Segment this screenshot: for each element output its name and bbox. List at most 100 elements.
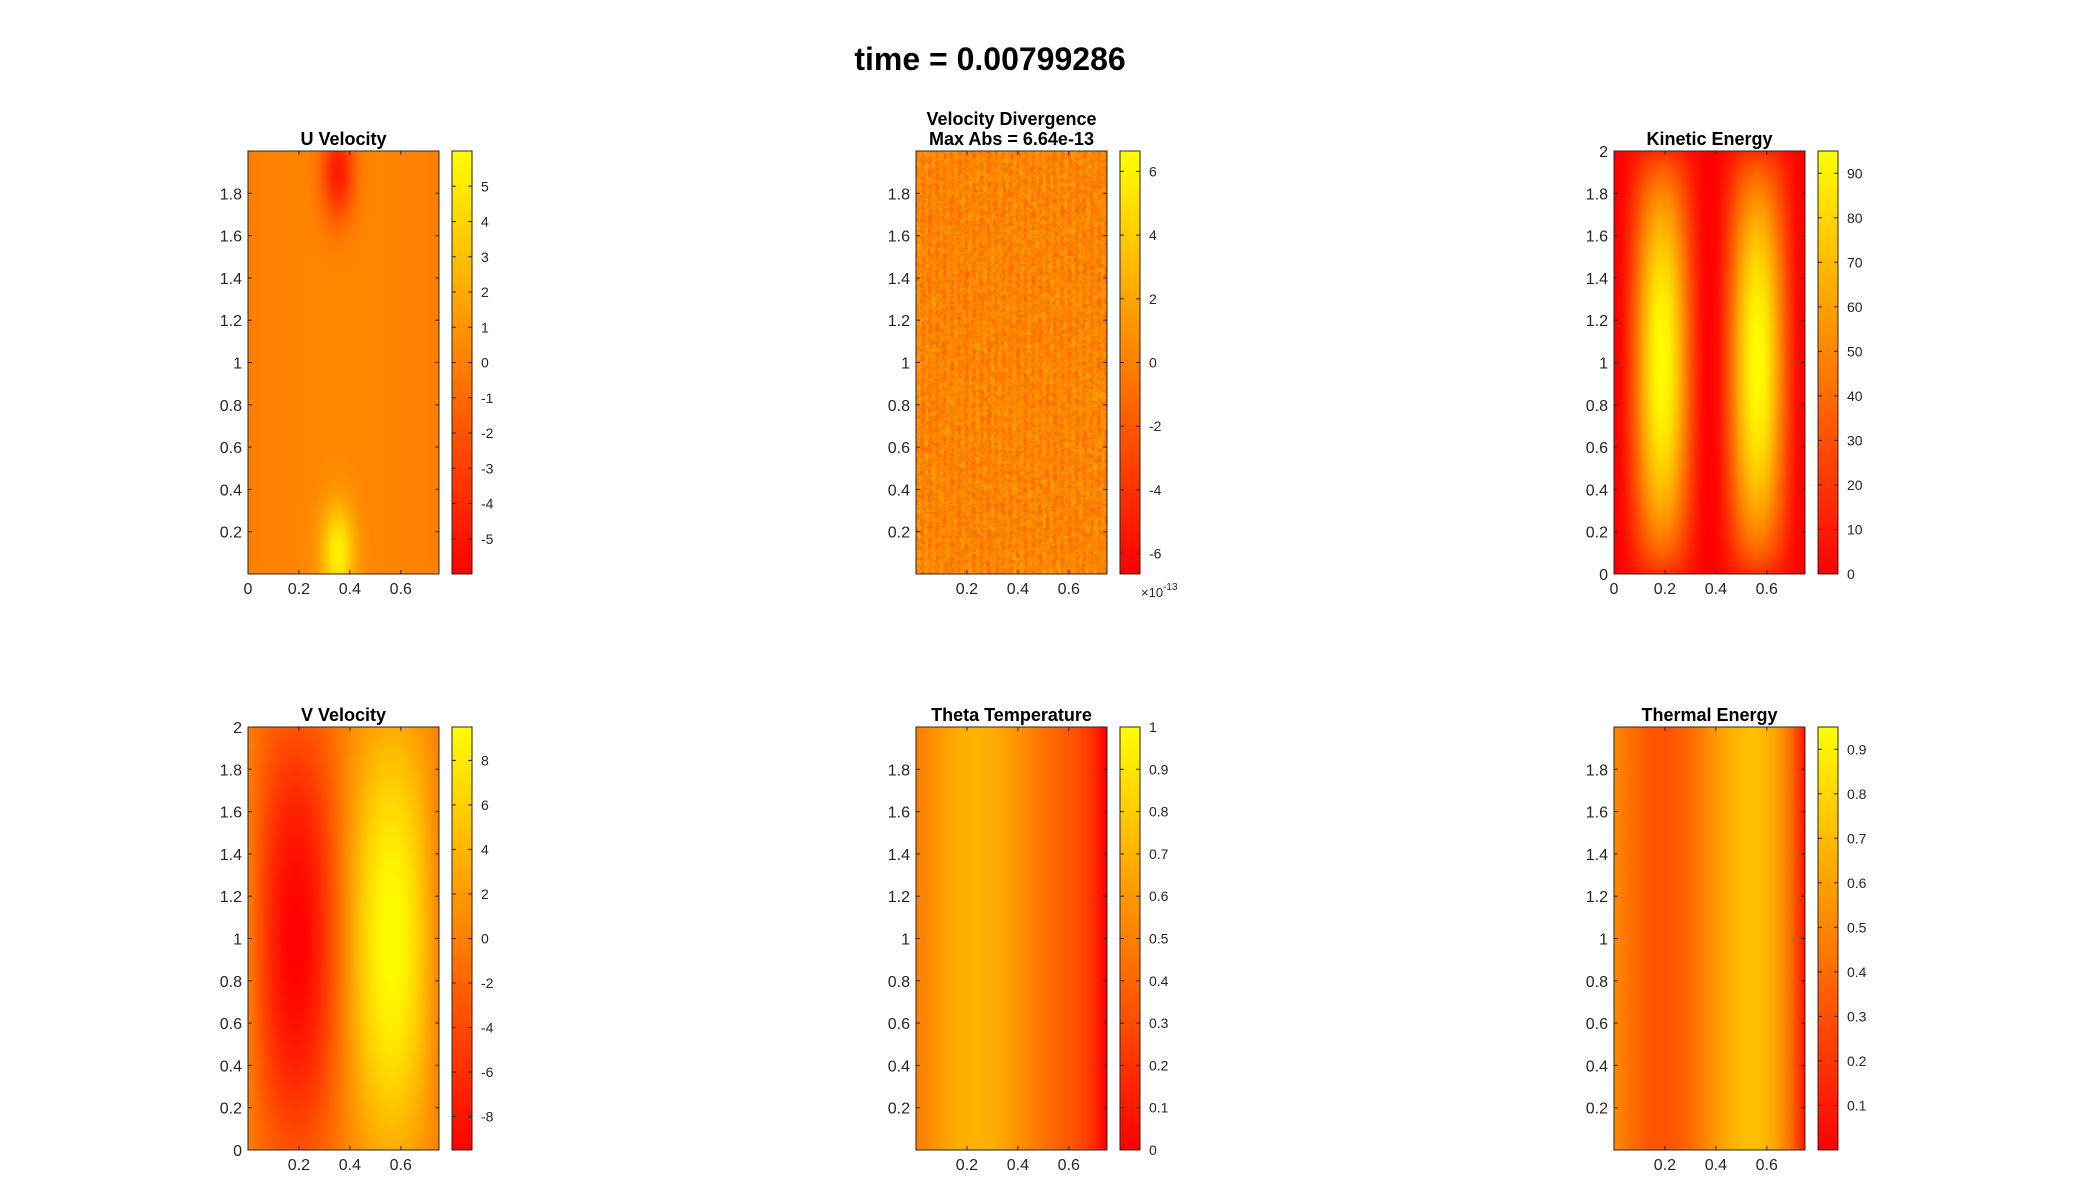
- y-tick-label: 0.8: [1586, 398, 1608, 415]
- y-tick-label: 1: [1599, 356, 1608, 373]
- y-tick-label: 1.6: [1586, 805, 1608, 822]
- subplot-title: Kinetic Energy: [1646, 129, 1772, 149]
- colorbar-tick-label: 0.5: [1149, 931, 1169, 947]
- colorbar-tick-label: 2: [1149, 291, 1157, 307]
- colorbar-tick-label: 0.2: [1847, 1053, 1867, 1069]
- y-tick-label: 1.2: [1586, 889, 1608, 906]
- y-tick-label: 1.2: [1586, 313, 1608, 330]
- x-tick-label: 0.2: [956, 1157, 978, 1174]
- colorbar-tick-label: 3: [481, 249, 489, 265]
- colorbar-tick-label: 0.4: [1847, 964, 1867, 980]
- x-tick-label: 0.6: [1756, 1157, 1778, 1174]
- y-tick-label: 0.8: [1586, 974, 1608, 991]
- colorbar: [452, 151, 472, 574]
- colorbar-tick-label: 50: [1847, 343, 1863, 359]
- x-tick-label: 0.6: [1058, 1157, 1080, 1174]
- subplot-subtitle: Max Abs = 6.64e-13: [929, 129, 1094, 149]
- x-tick-label: 0.6: [1756, 581, 1778, 598]
- x-tick-label: 0: [244, 581, 253, 598]
- colorbar-tick-label: 6: [1149, 163, 1157, 179]
- colorbar-tick-label: -5: [481, 531, 494, 547]
- colorbar-tick-label: 6: [481, 797, 489, 813]
- colorbar: [1120, 151, 1140, 574]
- colorbar-tick-label: 0.7: [1847, 830, 1867, 846]
- colorbar-tick-label: 5: [481, 178, 489, 194]
- y-tick-label: 1.4: [888, 271, 910, 288]
- x-tick-label: 0.6: [1058, 581, 1080, 598]
- y-tick-label: 0.2: [1586, 525, 1608, 542]
- colorbar-tick-label: -3: [481, 460, 494, 476]
- colorbar-tick-label: 0: [481, 355, 489, 371]
- colorbar-exponent-base: ×10: [1141, 585, 1163, 600]
- y-tick-label: 1.8: [1586, 762, 1608, 779]
- colorbar-tick-label: 30: [1847, 432, 1863, 448]
- y-tick-label: 0.2: [220, 1101, 242, 1118]
- colorbar: [1818, 151, 1838, 574]
- x-tick-label: 0.2: [288, 581, 310, 598]
- y-tick-label: 0.2: [888, 525, 910, 542]
- subplot-title: Theta Temperature: [931, 705, 1092, 725]
- colorbar-box: [1817, 150, 1839, 575]
- y-tick-label: 0.2: [1586, 1101, 1608, 1118]
- subplot-theta: Theta Temperature 0.2 0.4 0.6 0.2 0.4 0.6 0.8 1 1…: [888, 705, 1169, 1174]
- subplot-title: Thermal Energy: [1641, 705, 1777, 725]
- y-tick-label: 2: [1599, 144, 1608, 161]
- colorbar-tick-label: 4: [481, 841, 489, 857]
- colorbar-tick-label: 0.8: [1149, 804, 1169, 820]
- colorbar-tick-label: 70: [1847, 254, 1863, 270]
- colorbar-tick-label: 4: [481, 214, 489, 230]
- heatmap-image: [248, 727, 439, 1150]
- colorbar-tick-label: 0.3: [1149, 1015, 1169, 1031]
- colorbar-tick-label: -6: [481, 1064, 494, 1080]
- colorbar-tick-label: 1: [1149, 719, 1157, 735]
- heatmap-image: [1614, 727, 1805, 1150]
- x-tick-label: 0.2: [288, 1157, 310, 1174]
- y-tick-label: 1.8: [888, 762, 910, 779]
- heatmap-image: [916, 727, 1107, 1150]
- y-tick-label: 1.6: [888, 229, 910, 246]
- colorbar-box: [1817, 726, 1839, 1151]
- subplot-title: V Velocity: [301, 705, 386, 725]
- y-tick-label: 1: [901, 356, 910, 373]
- y-tick-label: 0.8: [220, 398, 242, 415]
- colorbar-tick-label: -8: [481, 1109, 494, 1125]
- x-tick-label: 0.4: [1705, 1157, 1727, 1174]
- y-tick-label: 0: [1599, 567, 1608, 584]
- heatmap-image: [916, 151, 1107, 574]
- colorbar-tick-label: 0.7: [1149, 846, 1169, 862]
- y-tick-label: 1.4: [1586, 271, 1608, 288]
- y-tick-label: 1.8: [220, 762, 242, 779]
- y-tick-label: 0.8: [220, 974, 242, 991]
- x-tick-label: 0.2: [1654, 1157, 1676, 1174]
- heatmap-image: [1614, 151, 1805, 574]
- x-tick-label: 0.4: [1705, 581, 1727, 598]
- colorbar-tick-label: -4: [1149, 482, 1162, 498]
- colorbar-tick-label: 0: [1149, 355, 1157, 371]
- colorbar-tick-label: 4: [1149, 227, 1157, 243]
- x-tick-label: 0.6: [390, 581, 412, 598]
- y-tick-label: 0.6: [220, 440, 242, 457]
- subplot-ke: Kinetic Energy 0 0.2 0.4 0.6 0 0.2 0.4 0.6 0.8 1 1.…: [1586, 129, 1863, 598]
- colorbar-tick-label: 0.5: [1847, 919, 1867, 935]
- x-tick-label: 0.4: [339, 1157, 361, 1174]
- y-tick-label: 0.2: [888, 1101, 910, 1118]
- colorbar-tick-label: 90: [1847, 165, 1863, 181]
- y-tick-label: 2: [233, 720, 242, 737]
- colorbar-tick-label: -2: [1149, 418, 1162, 434]
- y-tick-label: 1.8: [888, 186, 910, 203]
- colorbar-tick-label: 0.9: [1847, 741, 1867, 757]
- subplot-title: Velocity Divergence: [926, 109, 1096, 129]
- y-tick-label: 0.4: [220, 482, 242, 499]
- y-tick-label: 0.4: [1586, 482, 1608, 499]
- y-tick-label: 0.8: [888, 974, 910, 991]
- y-tick-label: 0.4: [1586, 1058, 1608, 1075]
- y-tick-label: 1.4: [888, 847, 910, 864]
- colorbar: [1818, 727, 1838, 1150]
- y-tick-label: 0.4: [888, 482, 910, 499]
- y-tick-label: 1.8: [220, 186, 242, 203]
- colorbar-exponent-power: -13: [1163, 582, 1178, 593]
- colorbar: [1120, 727, 1140, 1150]
- colorbar-tick-label: 0.3: [1847, 1008, 1867, 1024]
- subplot-v: V Velocity 0.2 0.4 0.6 0 0.2 0.4 0.6 0.8 1 1.2 1.4 1…: [220, 705, 494, 1174]
